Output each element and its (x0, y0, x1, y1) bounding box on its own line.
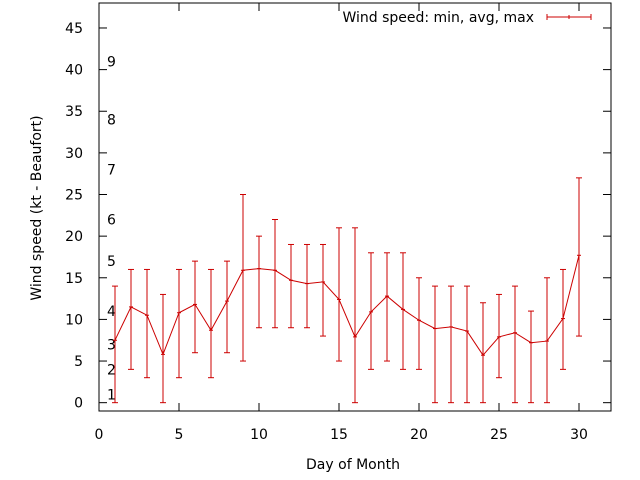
error-bar (352, 227, 358, 404)
y-tick-label: 45 (65, 21, 83, 37)
x-tick-label: 15 (330, 427, 348, 443)
error-bar (320, 243, 326, 337)
error-bar (240, 194, 246, 362)
error-bar (256, 235, 262, 329)
y-tick-label: 40 (65, 63, 83, 79)
x-tick-label: 25 (490, 427, 508, 443)
error-bar (336, 227, 342, 362)
x-axis-title: Day of Month (306, 457, 400, 473)
error-bar (448, 285, 454, 404)
error-bar (288, 243, 294, 329)
beaufort-label: 6 (107, 212, 116, 228)
error-bar (208, 268, 214, 379)
y-tick-label: 0 (74, 396, 83, 412)
y-tick-label: 5 (74, 354, 83, 370)
error-bar (112, 285, 118, 404)
error-bar (160, 293, 166, 404)
error-bar (464, 285, 470, 404)
x-tick-label: 10 (250, 427, 268, 443)
y-axis-title: Wind speed (kt - Beaufort) (29, 115, 45, 300)
x-tick-label: 5 (175, 427, 184, 443)
error-bar (192, 260, 198, 354)
beaufort-label: 3 (107, 337, 116, 353)
error-bar (176, 268, 182, 379)
beaufort-label: 7 (107, 163, 116, 179)
error-bar (144, 268, 150, 379)
x-tick-label: 30 (570, 427, 588, 443)
error-bar (576, 177, 582, 337)
beaufort-label: 4 (107, 304, 116, 320)
error-bar (544, 277, 550, 404)
beaufort-label: 5 (107, 254, 116, 270)
error-bar (400, 252, 406, 370)
x-tick-label: 0 (95, 427, 104, 443)
series-wind-speed (112, 177, 582, 404)
error-bar (480, 302, 486, 404)
error-bar (272, 218, 278, 329)
error-bar (432, 285, 438, 404)
beaufort-scale: 1 2 3 4 5 6 7 8 9 (107, 54, 116, 403)
x-tick-label: 20 (410, 427, 428, 443)
error-bar (512, 285, 518, 404)
error-bar (384, 252, 390, 362)
legend: Wind speed: min, avg, max (342, 10, 592, 26)
error-bar (416, 277, 422, 370)
plot-frame (98, 2, 612, 412)
beaufort-label: 1 (107, 387, 116, 403)
error-bar (496, 293, 502, 379)
error-bar (304, 243, 310, 329)
y-tick-label: 10 (65, 312, 83, 328)
y-tick-label: 35 (65, 104, 83, 120)
y-tick-label: 20 (65, 229, 83, 245)
y-tick-label: 25 (65, 188, 83, 204)
series-line (114, 255, 580, 357)
beaufort-label: 8 (107, 113, 116, 129)
beaufort-label: 2 (107, 362, 116, 378)
error-bar (128, 268, 134, 370)
error-bar (224, 260, 230, 354)
legend-label: Wind speed: min, avg, max (342, 10, 534, 26)
y-tick-label: 30 (65, 146, 83, 162)
error-bar (528, 310, 534, 404)
error-bar (368, 252, 374, 370)
y-tick-label: 15 (65, 271, 83, 287)
beaufort-label: 9 (107, 54, 116, 70)
error-bar (560, 268, 566, 370)
